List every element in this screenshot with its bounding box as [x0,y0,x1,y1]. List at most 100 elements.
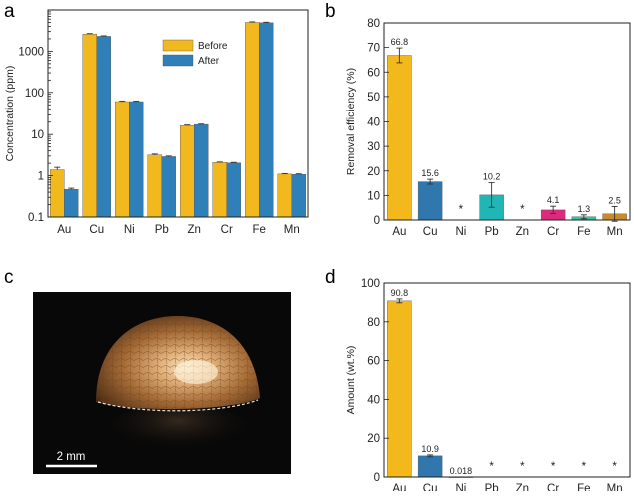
y-tick-label-a-100: 100 [25,88,44,100]
x-tick-label-b-zn: Zn [516,226,529,238]
x-tick-label-b-pb: Pb [485,226,499,238]
bar-a-before-cu [82,34,97,218]
y-tick-label-b-10: 10 [367,190,380,202]
y-tick-label-a-0-1: 0.1 [28,212,44,224]
chart-a-concentration: 0.1 1 10 100 1000 Au Cu Ni Pb Zn Cr Fe Mn Concentrati… [4,9,309,236]
bar-a-before-zn [180,124,195,218]
data-label-d-fe: * [582,461,587,473]
bar-a-after-au [64,188,79,218]
data-label-d-zn: * [520,461,525,473]
x-tick-label-d-ni: Ni [455,483,466,491]
data-label-d-cu: 10.9 [421,444,439,454]
bar-a-before-fe [245,22,260,218]
chart-a-y-axis-title: Concentration (ppm) [4,66,16,162]
data-label-b-zn: * [520,204,525,216]
bar-a-before-ni [115,101,130,218]
chart-d-y-axis-title: Amount (wt.%) [345,346,357,415]
chart-a-plot-frame [47,9,309,218]
chart-d-plot-frame [383,282,631,478]
legend-swatch-after [162,54,194,67]
bead-rim [97,399,259,412]
panel-letter-d: d [325,267,336,288]
x-tick-label-a-fe: Fe [253,224,266,236]
x-tick-label-b-au: Au [392,226,406,238]
y-tick-label-d-60: 60 [367,356,380,368]
bar-a-before-mn [277,173,292,218]
x-tick-label-a-ni: Ni [124,224,135,236]
data-label-d-pb: * [489,461,494,473]
y-tick-label-d-100: 100 [361,278,380,290]
legend-label-after: After [198,56,220,67]
bar-b-cu [417,181,443,221]
bar-a-after-cu [96,36,111,218]
x-tick-label-d-cu: Cu [423,483,438,491]
data-label-d-cr: * [551,461,556,473]
chart-b-removal-efficiency: 66.8 Au 15.6 Cu * Ni 10.2 Pb * Zn 4.1 Cr 1.3 Fe 2.5 Mn 0… [345,18,631,238]
data-label-d-au: 90.8 [391,288,409,298]
y-tick-label-d-0: 0 [374,472,380,484]
bar-d-au [387,300,412,478]
x-tick-label-a-cu: Cu [89,224,104,236]
panel-letter-c: c [4,267,14,288]
x-tick-label-a-au: Au [57,224,71,236]
bar-a-after-fe [259,22,274,218]
y-tick-label-a-1000: 1000 [18,46,44,58]
x-tick-label-b-mn: Mn [607,226,623,238]
legend-swatch-before [162,39,194,52]
y-tick-label-b-20: 20 [367,166,380,178]
panel-letter-a: a [4,1,15,22]
x-tick-label-a-zn: Zn [188,224,201,236]
chart-d-amount: 90.8 Au 10.9 Cu 0.018 Ni * Pb * Zn * Cr * Fe * Mn 0 20 40 6… [345,278,631,495]
bead-reflection [106,404,250,460]
bar-a-before-cr [212,162,227,218]
bar-a-before-au [50,169,65,218]
y-tick-label-b-30: 30 [367,141,380,153]
legend-label-before: Before [198,41,228,52]
data-label-d-ni: 0.018 [450,466,473,476]
y-tick-label-b-40: 40 [367,117,380,129]
bead-highlight [174,360,218,384]
x-tick-label-d-pb: Pb [485,483,499,491]
bar-d-cu [417,455,443,478]
bar-a-after-cr [226,162,241,218]
x-tick-label-d-au: Au [392,483,406,491]
data-label-b-au: 66.8 [391,37,409,47]
y-tick-label-a-1: 1 [38,171,44,183]
x-tick-label-b-fe: Fe [577,226,590,238]
x-tick-label-a-pb: Pb [155,224,169,236]
data-label-b-pb: 10.2 [483,172,501,182]
data-label-d-mn: * [612,461,617,473]
data-label-b-ni: * [459,204,464,216]
photo-gold-bead: 2 mm [33,292,291,474]
bar-b-au [387,55,412,221]
x-tick-label-d-fe: Fe [577,483,590,491]
bar-a-after-ni [129,101,144,218]
y-tick-label-b-80: 80 [367,18,380,30]
x-tick-label-b-cu: Cu [423,226,438,238]
bar-a-before-pb [147,154,162,218]
x-tick-label-d-cr: Cr [547,483,559,491]
data-label-b-cu: 15.6 [421,168,439,178]
y-tick-label-b-60: 60 [367,67,380,79]
y-tick-label-d-80: 80 [367,317,380,329]
y-tick-label-b-0: 0 [374,215,380,227]
x-tick-label-d-mn: Mn [607,483,623,491]
y-tick-label-b-70: 70 [367,43,380,55]
data-label-b-fe: 1.3 [578,204,591,214]
scale-bar-label: 2 mm [57,451,86,463]
data-label-b-mn: 2.5 [608,195,621,205]
y-tick-label-d-40: 40 [367,394,380,406]
bar-a-after-pb [161,156,176,218]
x-tick-label-b-ni: Ni [455,226,466,238]
x-tick-label-a-mn: Mn [284,224,300,236]
panel-letter-b: b [325,1,336,22]
y-tick-label-d-20: 20 [367,433,380,445]
bar-a-after-mn [291,174,306,218]
y-tick-label-a-10: 10 [31,129,44,141]
x-tick-label-a-cr: Cr [221,224,233,236]
bar-a-after-zn [194,123,209,218]
data-label-b-cr: 4.1 [547,195,560,205]
chart-b-y-axis-title: Removal efficiency (%) [345,68,357,175]
y-tick-label-b-50: 50 [367,92,380,104]
